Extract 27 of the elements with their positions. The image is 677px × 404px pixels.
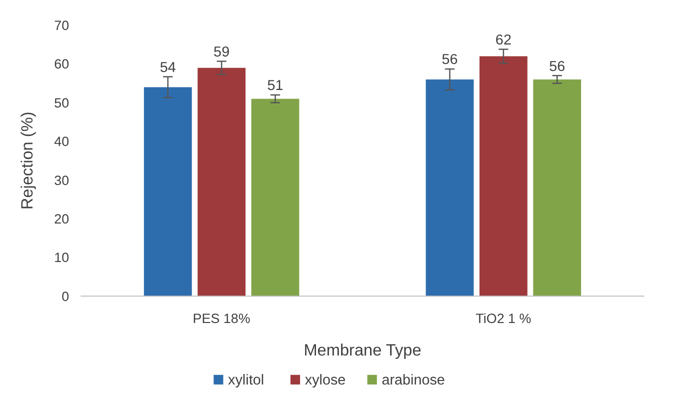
y-tick-label: 60 xyxy=(54,56,70,72)
y-tick-label: 0 xyxy=(62,288,70,304)
bar xyxy=(533,79,582,296)
bar xyxy=(198,68,246,296)
x-tick-label: PES 18% xyxy=(192,311,250,326)
data-label: 54 xyxy=(160,60,176,76)
y-tick-label: 20 xyxy=(54,211,70,226)
bar xyxy=(426,79,474,296)
x-axis-title: Membrane Type xyxy=(304,342,422,360)
y-tick-label: 30 xyxy=(54,172,70,188)
data-label: 59 xyxy=(214,44,230,60)
data-label: 56 xyxy=(549,58,566,75)
y-tick-label: 10 xyxy=(54,250,70,266)
legend-label: arabinose xyxy=(382,372,445,389)
bar xyxy=(479,56,528,296)
y-tick-label: 50 xyxy=(54,95,70,110)
legend-label: xylose xyxy=(304,372,346,389)
data-label: 51 xyxy=(267,78,284,94)
x-tick-label: TiO2 1 % xyxy=(476,311,532,326)
y-tick-label: 70 xyxy=(54,18,70,33)
data-label: 56 xyxy=(442,52,458,68)
legend-label: xylitol xyxy=(228,372,264,389)
y-axis-title: Rejection (%) xyxy=(18,112,37,210)
y-tick-label: 40 xyxy=(54,134,70,150)
data-label: 62 xyxy=(495,32,512,48)
bar xyxy=(144,87,192,296)
bar xyxy=(251,98,300,296)
